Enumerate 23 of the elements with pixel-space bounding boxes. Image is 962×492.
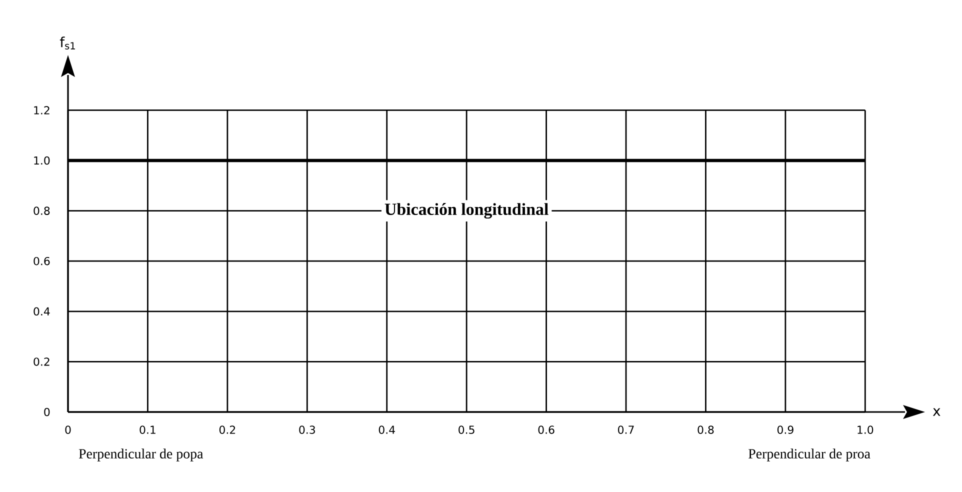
y-tick-label: 1.2 [34, 106, 50, 114]
x-tick-label: 0 [65, 426, 71, 434]
x-tick-label: 0.7 [618, 426, 634, 434]
x-tick-label: 0.5 [458, 426, 474, 434]
x-tick-label: 0.9 [777, 426, 794, 434]
x-tick-label: 0.6 [538, 426, 554, 434]
y-tick-label: 0.6 [34, 256, 50, 266]
text: Perpendicular de popa [78, 448, 204, 462]
x-axis-title: x [932, 408, 940, 416]
text: Perpendicular de proa [748, 448, 870, 462]
x-tick-label: 0.2 [219, 426, 236, 434]
x-tick-label: 1.0 [858, 426, 874, 434]
x-tick-label: 0.1 [140, 426, 156, 434]
y-tick-label: 0.8 [34, 206, 50, 215]
y-tick-label: 0.2 [34, 358, 50, 366]
y-axis-title: f$_{s1}$ [60, 36, 75, 50]
x-tick-label: 0.3 [299, 426, 315, 434]
y-tick-label: 1.0 [34, 156, 50, 165]
y-tick-label: 0 [44, 408, 50, 416]
annotation: Ubicación longitudinal [384, 203, 548, 219]
x-tick-label: 0.4 [378, 426, 395, 434]
y-tick-label: 0.4 [34, 307, 50, 316]
x-tick-label: 0.8 [698, 426, 714, 434]
